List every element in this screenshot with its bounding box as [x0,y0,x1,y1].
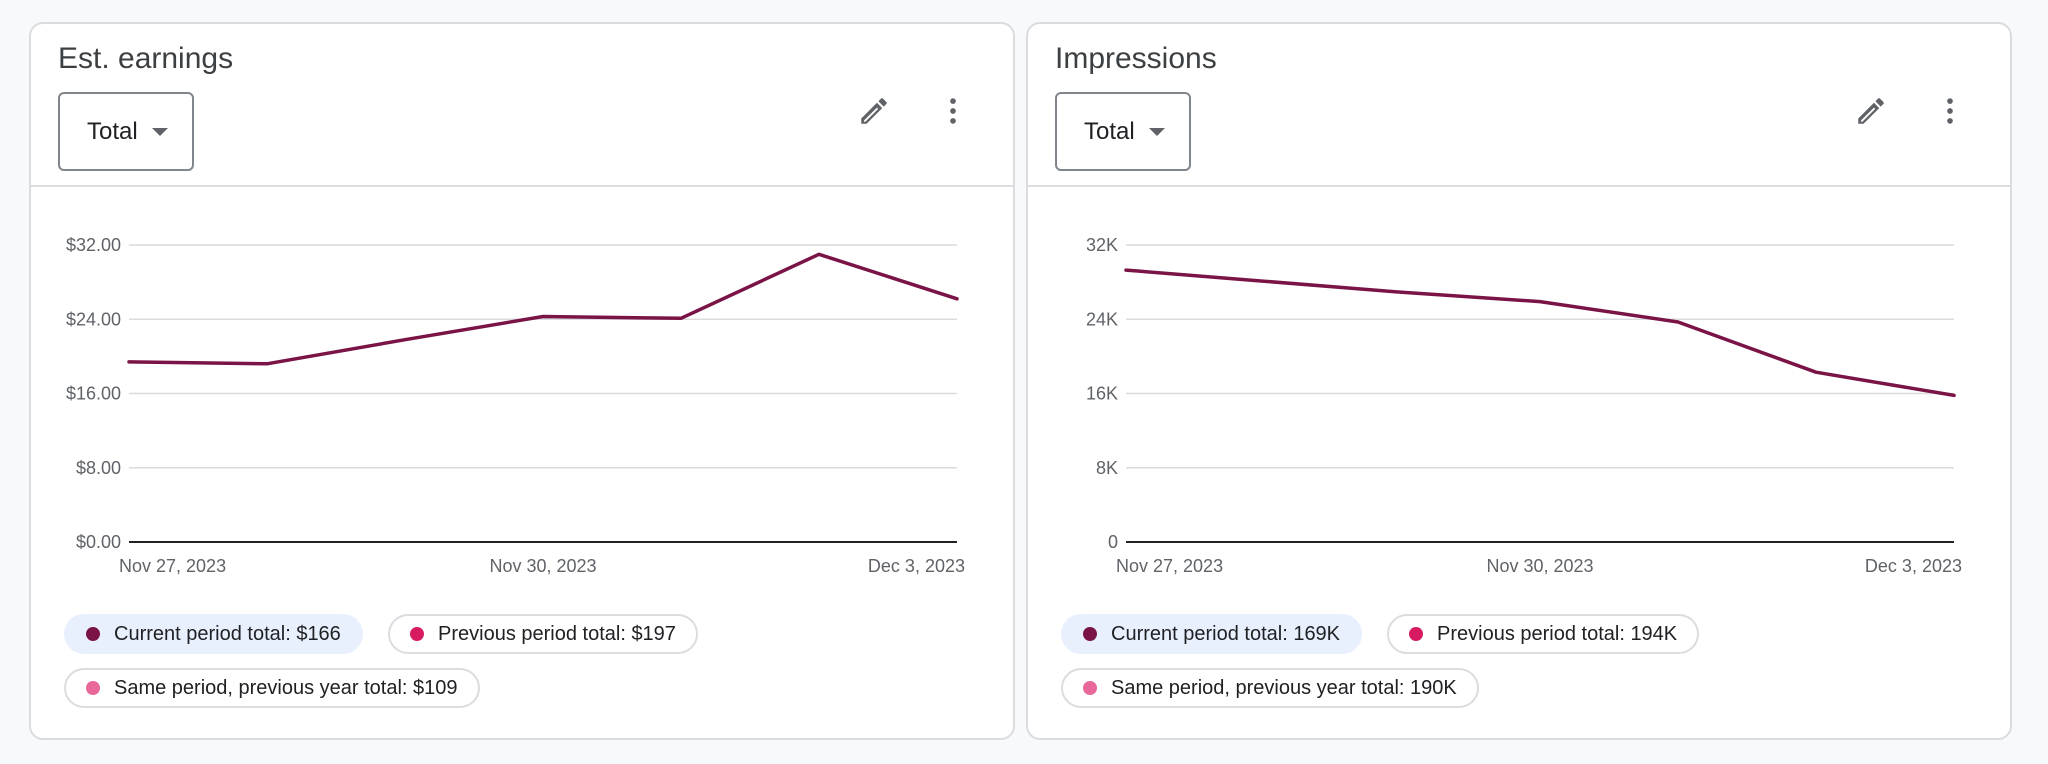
legend-chip-current[interactable]: Current period total: 169K [1061,614,1363,654]
y-tick-label: $16.00 [66,384,121,404]
earnings-line-chart: $0.00 $8.00 $16.00 $24.00 $32.00 Nov 27, 2023… [66,235,965,576]
card-title: Est. earnings [58,42,234,75]
y-tick-label: $0.00 [76,532,121,552]
pencil-icon [1858,98,1884,124]
edit-button[interactable] [1846,86,1896,136]
legend-chip-previous[interactable]: Previous period total: 194K [1387,614,1700,654]
impressions-card: Impressions Total 0 8K 16K 24K 32K Nov 27, 20… [1026,22,2012,740]
more-vert-icon [1947,98,1953,124]
card-title: Impressions [1055,42,1217,75]
header-divider [31,185,1013,187]
legend-dot [1083,681,1097,695]
x-tick-label: Nov 27, 2023 [119,556,226,576]
y-tick-label: 0 [1108,532,1118,552]
legend-label: Previous period total: $197 [438,622,676,645]
legend-label: Same period, previous year total: $109 [114,676,458,699]
y-tick-label: $24.00 [66,309,121,329]
y-tick-label: $32.00 [66,235,121,255]
caret-down-icon [151,127,168,136]
total-dropdown[interactable]: Total [1055,92,1191,171]
y-tick-label: 8K [1096,458,1118,478]
legend-chip-last-year[interactable]: Same period, previous year total: 190K [1061,668,1479,708]
legend-dot [1409,627,1423,641]
dropdown-value: Total [87,117,138,145]
x-tick-label: Dec 3, 2023 [868,556,965,576]
legend-chip-previous[interactable]: Previous period total: $197 [388,614,698,654]
legend-dot [86,627,100,641]
y-tick-label: $8.00 [76,458,121,478]
series-line-current-period [1124,268,1956,398]
legend-chip-last-year[interactable]: Same period, previous year total: $109 [64,668,480,708]
caret-down-icon [1148,127,1165,136]
earnings-card: Est. earnings Total $0.00 $8.00 $16.00 $24.… [29,22,1015,740]
pencil-icon [861,98,887,124]
impressions-line-chart: 0 8K 16K 24K 32K Nov 27, 2023 Nov 30, 2023 Dec … [1086,235,1962,576]
dropdown-value: Total [1084,117,1135,145]
header-divider [1028,185,2010,187]
y-tick-label: 16K [1086,384,1118,404]
x-tick-label: Nov 30, 2023 [1486,556,1593,576]
more-vert-icon [950,98,956,124]
legend-label: Same period, previous year total: 190K [1111,676,1457,699]
x-tick-label: Dec 3, 2023 [1865,556,1962,576]
legend-dot [410,627,424,641]
legend-dot [86,681,100,695]
series-line-current-period [127,252,959,366]
x-tick-label: Nov 30, 2023 [489,556,596,576]
more-options-button[interactable] [928,86,978,136]
legend-label: Current period total: $166 [114,622,341,645]
y-tick-label: 24K [1086,309,1118,329]
legend-dot [1083,627,1097,641]
legend-label: Previous period total: 194K [1437,622,1678,645]
legend-label: Current period total: 169K [1111,622,1341,645]
x-tick-label: Nov 27, 2023 [1116,556,1223,576]
edit-button[interactable] [849,86,899,136]
more-options-button[interactable] [1925,86,1975,136]
legend-chip-current[interactable]: Current period total: $166 [64,614,363,654]
y-tick-label: 32K [1086,235,1118,255]
total-dropdown[interactable]: Total [58,92,194,171]
